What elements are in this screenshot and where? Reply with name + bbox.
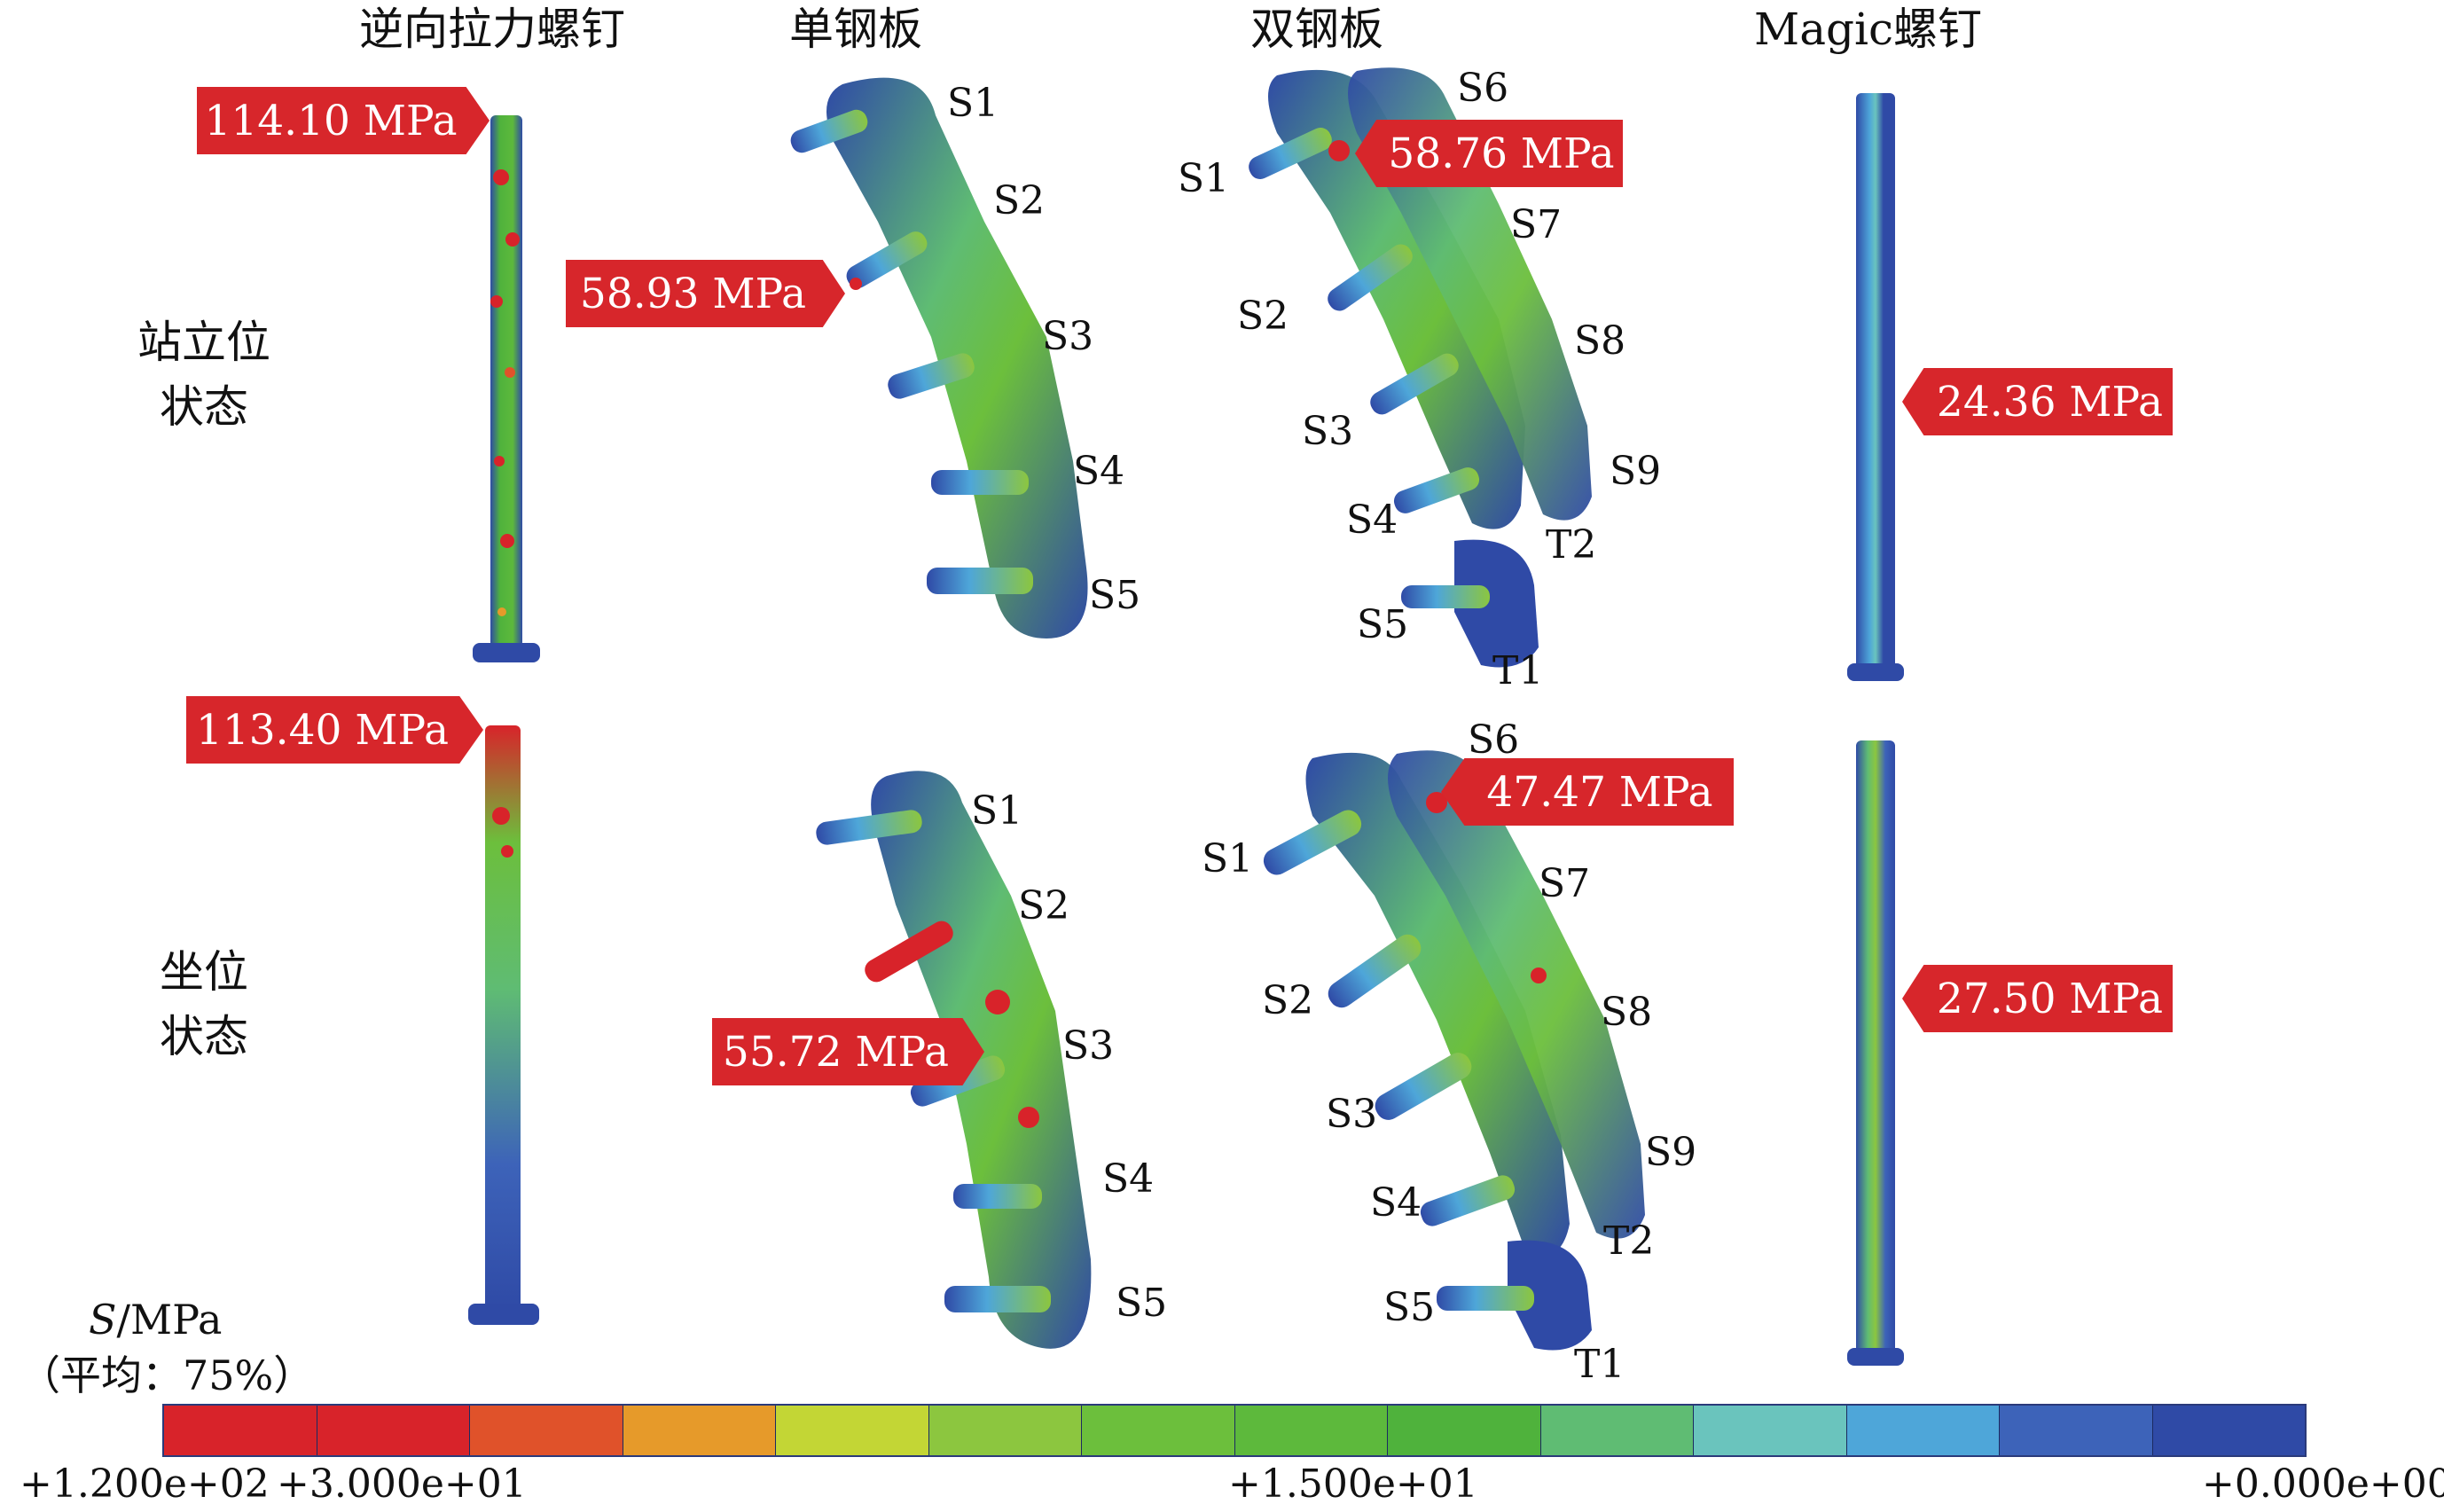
double-sitting-label-s9: S9 <box>1645 1130 1697 1175</box>
double-sitting-label-t2: T2 <box>1603 1218 1655 1264</box>
magic-screw-sitting <box>1847 740 1904 1366</box>
legend-title-unit: /MPa <box>116 1296 223 1344</box>
row-header-standing-line2: 状态 <box>160 380 248 433</box>
single-sitting-label-s3: S3 <box>1062 1023 1115 1069</box>
column-header-double-plate: 双钢板 <box>1250 4 1383 55</box>
double-standing-label-s2: S2 <box>1237 294 1289 339</box>
single-sitting-label-s5: S5 <box>1116 1281 1168 1326</box>
row-header-standing: 站立位 状态 <box>137 310 270 439</box>
double-sitting-label-t1: T1 <box>1574 1342 1625 1387</box>
double-sitting-label-s4: S4 <box>1370 1180 1422 1226</box>
double-sitting-label-s5: S5 <box>1383 1285 1436 1330</box>
column-header-single-plate: 单钢板 <box>789 4 922 55</box>
double-sitting-label-s8: S8 <box>1601 990 1653 1035</box>
callout-standing-screw-max: 114.10 MPa <box>197 87 490 154</box>
legend-tick-min: +0.000e+00 <box>2202 1461 2444 1507</box>
double-sitting-label-s2: S2 <box>1262 978 1314 1023</box>
single-standing-label-s5: S5 <box>1089 573 1141 618</box>
single-standing-label-s3: S3 <box>1042 314 1094 359</box>
legend-segment-1 <box>317 1406 470 1455</box>
legend-segment-6 <box>1082 1406 1235 1455</box>
callout-standing-single-max: 58.93 MPa <box>566 260 845 327</box>
legend-segment-2 <box>470 1406 623 1455</box>
callout-standing-double-max: 58.76 MPa <box>1355 120 1623 187</box>
legend-title: S/MPa <box>89 1299 222 1340</box>
double-standing-label-s8: S8 <box>1574 318 1626 364</box>
column-header-reverse-lag-screw: 逆向拉力螺钉 <box>359 4 625 55</box>
legend-title-var: S <box>89 1296 117 1344</box>
legend-segment-7 <box>1234 1406 1388 1455</box>
legend-tick-max: +1.200e+02 <box>20 1461 270 1507</box>
legend-segment-11 <box>1846 1406 2000 1455</box>
single-standing-label-s2: S2 <box>993 178 1046 223</box>
legend-segment-12 <box>2000 1406 2153 1455</box>
callout-sitting-single-max: 55.72 MPa <box>712 1018 984 1085</box>
legend-segment-13 <box>2152 1406 2305 1455</box>
double-standing-label-s6: S6 <box>1457 66 1509 111</box>
double-sitting-label-s6: S6 <box>1468 717 1520 763</box>
callout-sitting-screw-max: 113.40 MPa <box>186 696 483 764</box>
double-plate-sitting <box>1263 750 1645 1351</box>
callout-sitting-double-max: 47.47 MPa <box>1441 758 1734 826</box>
legend-subtitle: （平均：75%） <box>20 1351 315 1399</box>
legend-segment-4 <box>776 1406 929 1455</box>
row-header-sitting-line2: 状态 <box>160 1010 248 1062</box>
double-standing-label-s3: S3 <box>1302 409 1354 454</box>
single-plate-standing <box>790 77 1088 639</box>
single-sitting-label-s1: S1 <box>971 788 1023 834</box>
row-header-sitting-line1: 坐位 <box>160 946 248 998</box>
legend-segment-5 <box>928 1406 1082 1455</box>
double-standing-label-t2: T2 <box>1546 522 1597 568</box>
double-sitting-label-s7: S7 <box>1539 861 1591 906</box>
double-standing-label-s4: S4 <box>1346 497 1398 543</box>
double-standing-label-s9: S9 <box>1610 449 1662 494</box>
reverse-lag-screw-standing <box>473 115 540 662</box>
double-standing-label-s1: S1 <box>1178 156 1230 201</box>
double-sitting-label-s3: S3 <box>1326 1092 1378 1137</box>
magic-screw-standing <box>1847 93 1904 681</box>
legend-segment-10 <box>1694 1406 1847 1455</box>
double-standing-label-t1: T1 <box>1492 648 1544 693</box>
double-standing-label-s5: S5 <box>1357 602 1409 647</box>
row-header-standing-line1: 站立位 <box>137 317 270 368</box>
single-sitting-label-s2: S2 <box>1018 883 1070 928</box>
double-sitting-label-s1: S1 <box>1202 836 1254 881</box>
single-plate-sitting <box>816 771 1092 1349</box>
single-sitting-label-s4: S4 <box>1102 1156 1155 1202</box>
legend-segment-8 <box>1388 1406 1541 1455</box>
single-standing-label-s1: S1 <box>947 81 999 126</box>
callout-standing-magic-max: 24.36 MPa <box>1902 368 2173 435</box>
legend-segment-3 <box>623 1406 776 1455</box>
double-standing-label-s7: S7 <box>1510 202 1563 247</box>
single-standing-label-s4: S4 <box>1073 449 1125 494</box>
legend-tick-15: +1.500e+01 <box>1228 1461 1478 1507</box>
callout-sitting-magic-max: 27.50 MPa <box>1902 965 2173 1032</box>
legend-segment-9 <box>1540 1406 1694 1455</box>
row-header-sitting: 坐位 状态 <box>160 940 248 1069</box>
legend-segment-0 <box>164 1406 317 1455</box>
legend-tick-30: +3.000e+01 <box>277 1461 527 1507</box>
column-header-magic-screw: Magic螺钉 <box>1754 4 1983 55</box>
reverse-lag-screw-sitting <box>468 725 539 1325</box>
legend-color-bar <box>162 1404 2307 1457</box>
